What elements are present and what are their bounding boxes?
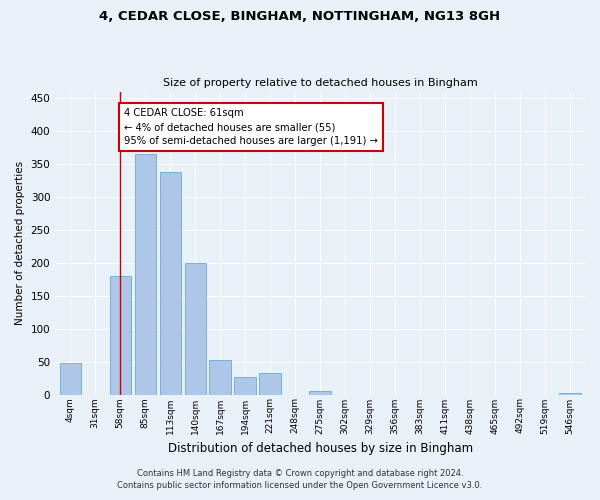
Bar bbox=[110, 276, 131, 394]
Text: Contains HM Land Registry data © Crown copyright and database right 2024.
Contai: Contains HM Land Registry data © Crown c… bbox=[118, 468, 482, 490]
X-axis label: Distribution of detached houses by size in Bingham: Distribution of detached houses by size … bbox=[167, 442, 473, 455]
Bar bbox=[559, 393, 581, 394]
Bar bbox=[259, 374, 281, 394]
Bar bbox=[209, 360, 231, 394]
Title: Size of property relative to detached houses in Bingham: Size of property relative to detached ho… bbox=[163, 78, 478, 88]
Bar bbox=[185, 264, 206, 394]
Bar bbox=[235, 376, 256, 394]
Text: 4, CEDAR CLOSE, BINGHAM, NOTTINGHAM, NG13 8GH: 4, CEDAR CLOSE, BINGHAM, NOTTINGHAM, NG1… bbox=[100, 10, 500, 23]
Bar bbox=[310, 390, 331, 394]
Text: 4 CEDAR CLOSE: 61sqm
← 4% of detached houses are smaller (55)
95% of semi-detach: 4 CEDAR CLOSE: 61sqm ← 4% of detached ho… bbox=[124, 108, 378, 146]
Y-axis label: Number of detached properties: Number of detached properties bbox=[15, 161, 25, 325]
Bar bbox=[134, 154, 156, 394]
Bar bbox=[160, 172, 181, 394]
Bar bbox=[59, 363, 81, 394]
